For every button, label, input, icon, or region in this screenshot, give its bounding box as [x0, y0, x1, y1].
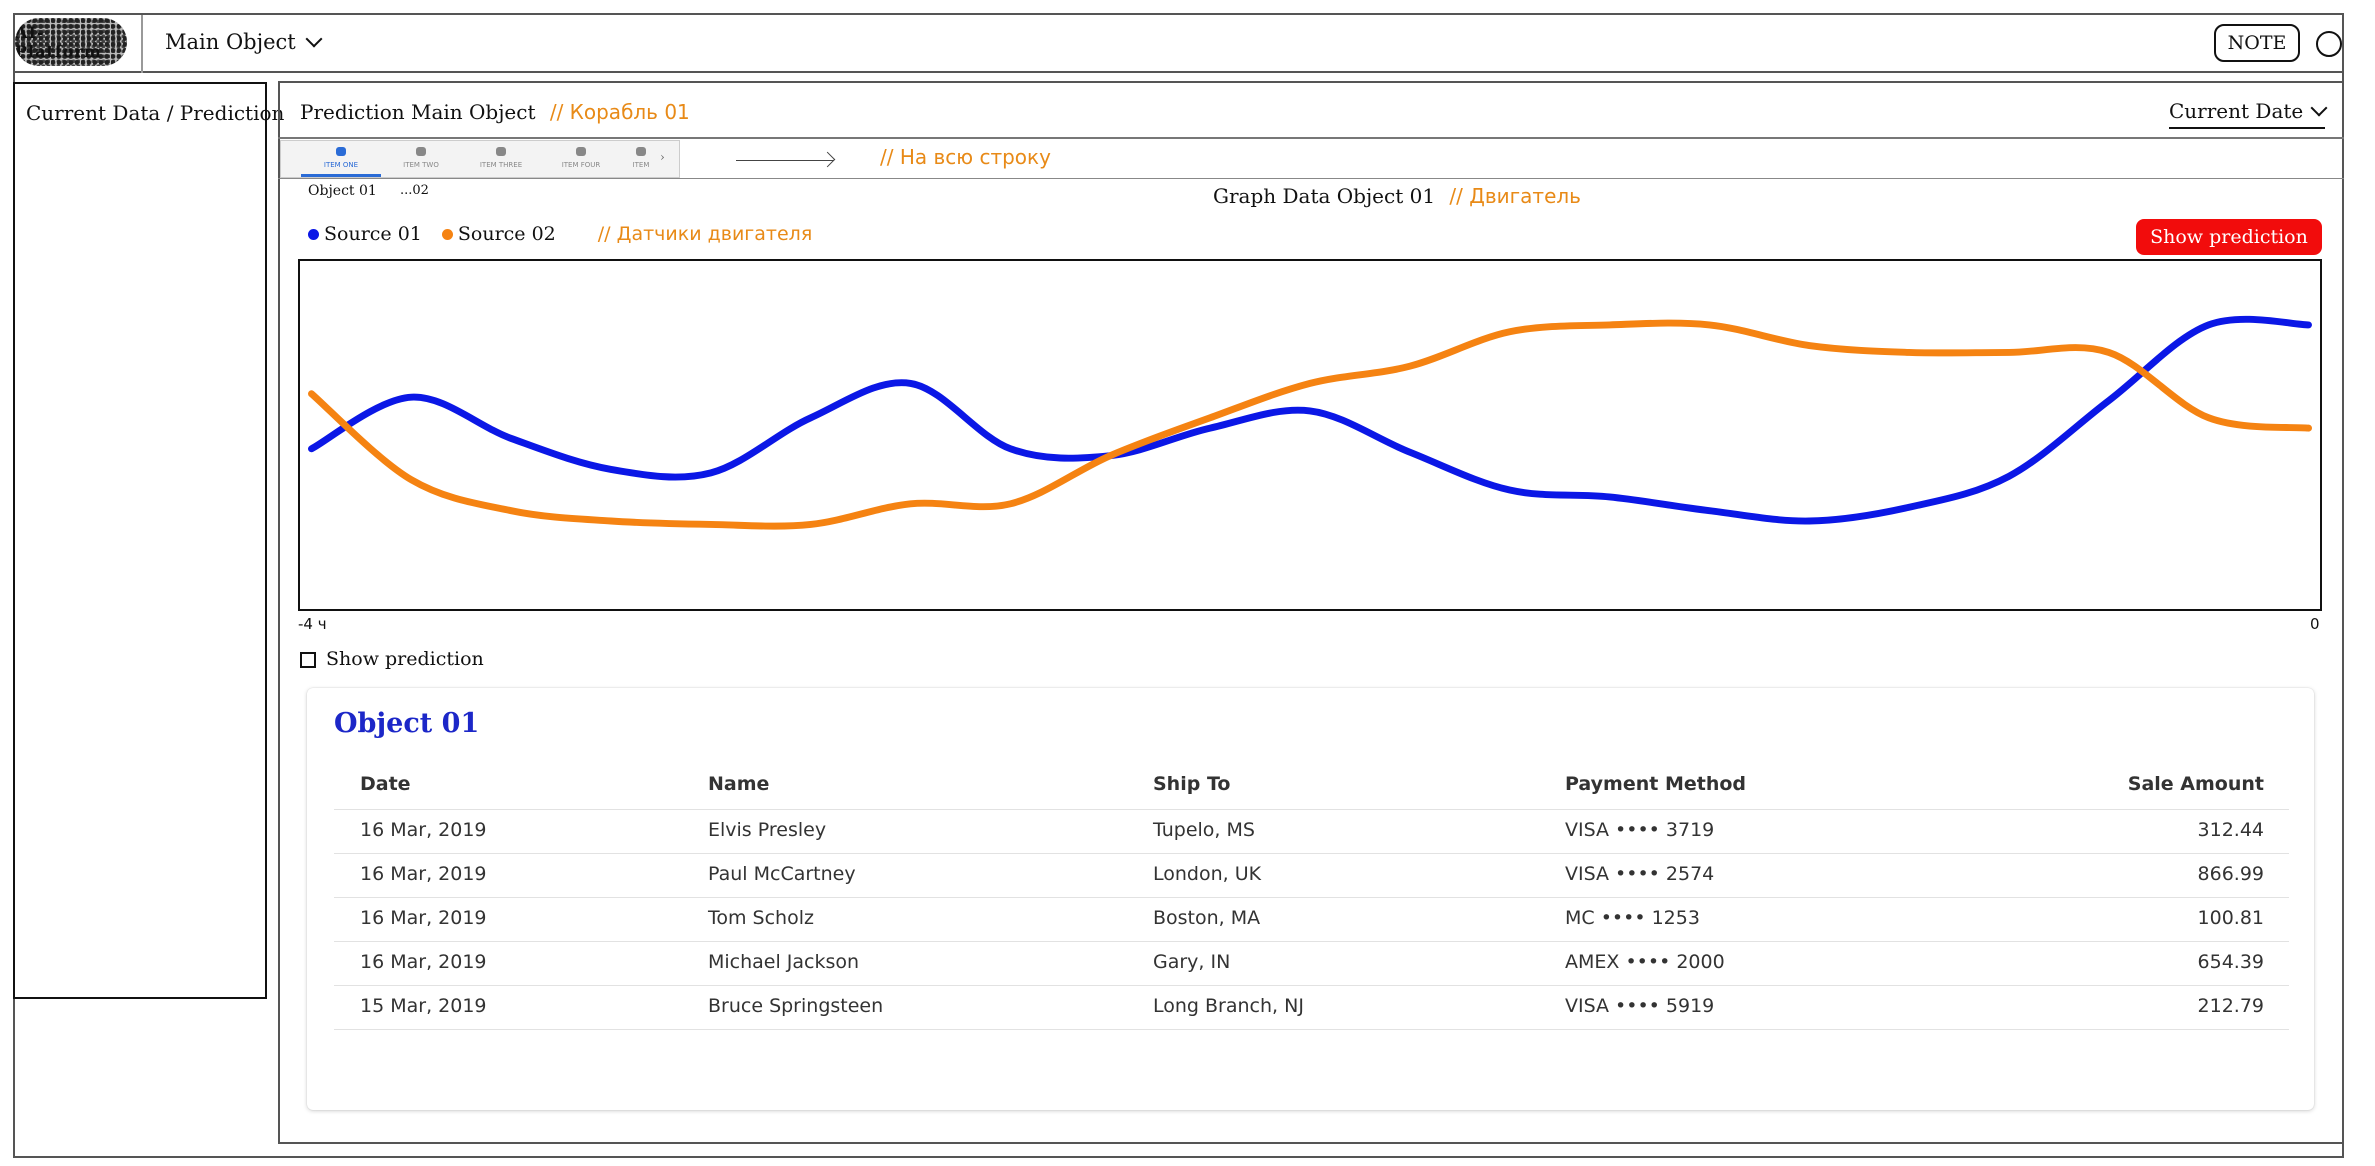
speaker-icon [636, 147, 646, 156]
cell-sale-amount: 312.44 [2197, 819, 2264, 841]
tab-label: ITEM THREE [479, 161, 523, 169]
tab-label: ITEM ONE [323, 161, 359, 169]
legend-label-source-02: Source 02 [457, 223, 556, 245]
tab-strip-note: // На всю строку [880, 145, 1051, 169]
tab-item-three[interactable]: ITEM THREE [461, 141, 541, 177]
cell-payment-method: VISA •••• 3719 [1565, 819, 1715, 841]
logo: AI-Platform [15, 18, 127, 66]
column-header-date[interactable]: Date [360, 773, 411, 795]
cell-payment-method: VISA •••• 5919 [1565, 995, 1715, 1017]
arrow-right-icon [736, 160, 834, 161]
graph-title-note: // Двигатель [1449, 184, 1581, 208]
cell-payment-method: AMEX •••• 2000 [1565, 951, 1725, 973]
row-divider [334, 853, 2289, 854]
tab-item-one[interactable]: ITEM ONE [301, 141, 381, 177]
header-divider [141, 15, 143, 73]
legend-label-source-01: Source 01 [324, 223, 422, 245]
heart-icon [416, 147, 426, 156]
column-header-payment-method[interactable]: Payment Method [1565, 773, 1747, 795]
main-object-dropdown[interactable]: Main Object [165, 30, 323, 54]
tab-label: ITEM [632, 161, 650, 169]
page-title-note: // Корабль 01 [549, 100, 690, 124]
legend-note: // Датчики двигателя [597, 223, 813, 245]
object-tab-01[interactable]: Object 01 [308, 183, 377, 199]
cell-date: 15 Mar, 2019 [360, 995, 487, 1017]
cell-date: 16 Mar, 2019 [360, 819, 487, 841]
top-bar [13, 13, 2344, 73]
cell-ship-to: Gary, IN [1153, 951, 1231, 973]
sidebar-item-current-data[interactable]: Current Data / Prediction [26, 101, 285, 125]
legend-dot-source-01 [308, 228, 319, 240]
cell-date: 16 Mar, 2019 [360, 951, 487, 973]
cell-ship-to: Long Branch, NJ [1153, 995, 1304, 1017]
cell-ship-to: Tupelo, MS [1153, 819, 1255, 841]
current-date-label: Current Date [2169, 99, 2304, 123]
x-tick-label-end: 0 [2310, 615, 2320, 633]
row-divider [334, 985, 2289, 986]
divider [278, 137, 2344, 139]
graph-title-text: Graph Data Object 01 [1213, 184, 1436, 208]
phone-icon [336, 147, 346, 156]
note-button[interactable]: NOTE [2214, 24, 2300, 62]
cell-sale-amount: 100.81 [2197, 907, 2264, 929]
graph-title: Graph Data Object 01 // Двигатель [1213, 184, 1581, 208]
show-prediction-button[interactable]: Show prediction [2136, 219, 2322, 255]
series-line-source-02 [308, 319, 2312, 530]
cell-sale-amount: 212.79 [2197, 995, 2264, 1017]
tab-label: ITEM FOUR [561, 161, 601, 169]
cell-sale-amount: 866.99 [2197, 863, 2264, 885]
tab-item-four[interactable]: ITEM FOUR [541, 141, 621, 177]
cell-name: Bruce Springsteen [708, 995, 884, 1017]
column-header-sale-amount[interactable]: Sale Amount [2127, 773, 2264, 795]
help-icon [576, 147, 586, 156]
main-object-label: Main Object [165, 30, 296, 54]
tab-item-two[interactable]: ITEM TWO [381, 141, 461, 177]
show-prediction-checkbox[interactable] [300, 652, 316, 668]
page-title: Prediction Main Object // Корабль 01 [300, 100, 690, 124]
divider [278, 178, 2344, 179]
legend-dot-source-02 [441, 228, 453, 240]
tab-item-five[interactable]: ITEM [611, 141, 671, 177]
cell-name: Paul McCartney [708, 863, 856, 885]
tab-strip: ITEM ONE ITEM TWO ITEM THREE ITEM FOUR I… [280, 140, 680, 178]
cell-ship-to: Boston, MA [1153, 907, 1261, 929]
cell-date: 16 Mar, 2019 [360, 907, 487, 929]
cell-payment-method: VISA •••• 2574 [1565, 863, 1715, 885]
main-panel [278, 81, 2344, 1144]
person-icon [496, 147, 506, 156]
cell-payment-method: MC •••• 1253 [1565, 907, 1700, 929]
current-date-dropdown[interactable]: Current Date [2169, 99, 2328, 129]
logo-text: AI-Platform [15, 23, 102, 61]
tab-label: ITEM TWO [403, 161, 439, 169]
left-sidebar [13, 82, 267, 999]
line-chart [298, 259, 2322, 611]
chevron-right-icon[interactable]: › [660, 150, 665, 164]
row-divider [334, 1029, 2289, 1030]
cell-name: Elvis Presley [708, 819, 827, 841]
object-tab-02[interactable]: ...02 [400, 183, 429, 198]
cell-date: 16 Mar, 2019 [360, 863, 487, 885]
cell-name: Michael Jackson [708, 951, 860, 973]
row-divider [334, 941, 2289, 942]
user-circle-icon[interactable] [2316, 31, 2342, 57]
chevron-down-icon [305, 30, 323, 48]
x-tick-label-start: -4 ч [298, 615, 327, 633]
chart-legend: Source 01 Source 02 // Датчики двигателя [308, 223, 812, 245]
table-card [307, 688, 2314, 1110]
row-divider [334, 809, 2289, 810]
cell-ship-to: London, UK [1153, 863, 1262, 885]
cell-sale-amount: 654.39 [2197, 951, 2264, 973]
page-title-text: Prediction Main Object [300, 100, 536, 124]
show-prediction-checkbox-label: Show prediction [326, 648, 484, 670]
series-line-source-01 [308, 315, 2312, 525]
table-title: Object 01 [334, 708, 480, 739]
column-header-ship-to[interactable]: Ship To [1153, 773, 1231, 795]
chevron-down-icon [2310, 99, 2328, 117]
row-divider [334, 897, 2289, 898]
cell-name: Tom Scholz [708, 907, 814, 929]
column-header-name[interactable]: Name [708, 773, 770, 795]
